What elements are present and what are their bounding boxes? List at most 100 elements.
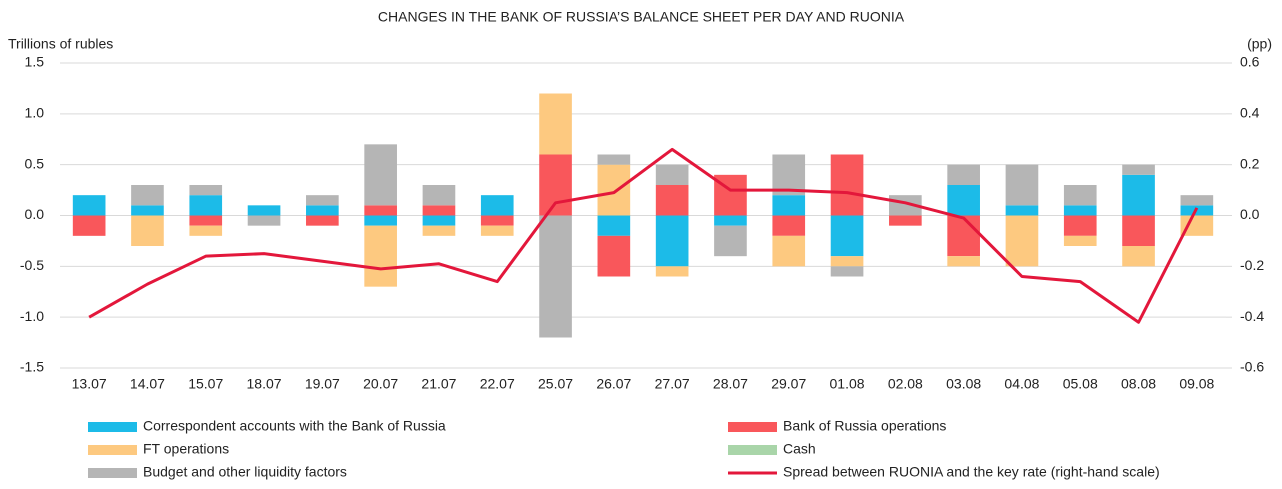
y-tick-label: 0.5 xyxy=(25,155,45,171)
legend-swatch xyxy=(88,422,137,432)
line-series xyxy=(88,147,1199,324)
bar-segment xyxy=(772,215,806,236)
legend-label: FT operations xyxy=(143,441,229,457)
bar-segment xyxy=(655,266,689,277)
legend-label: Bank of Russia operations xyxy=(783,418,946,434)
bar-segment xyxy=(772,154,806,196)
y2-axis-label: (pp) xyxy=(1247,36,1272,52)
bar-segment xyxy=(830,266,864,277)
x-tick-label: 26.07 xyxy=(596,376,631,392)
bar-segment xyxy=(480,195,514,216)
bar-segment xyxy=(364,205,397,216)
legend-swatch xyxy=(728,422,777,432)
bar-segment xyxy=(655,215,689,267)
bar-segment xyxy=(830,154,864,216)
bar-segment xyxy=(364,144,397,206)
bar-segment xyxy=(947,256,980,267)
y-tick-label: 1.5 xyxy=(25,54,45,70)
bar-segment xyxy=(1063,185,1097,206)
bar-segment xyxy=(889,215,922,226)
x-tick-label: 09.08 xyxy=(1179,376,1214,392)
bar-segment xyxy=(1063,215,1097,236)
x-tick-label: 14.07 xyxy=(130,376,165,392)
x-tick-label: 18.07 xyxy=(247,376,282,392)
bar-segment xyxy=(131,205,164,216)
x-tick-label: 02.08 xyxy=(888,376,923,392)
bar-segment xyxy=(306,215,339,226)
bar-segment xyxy=(247,215,281,226)
bar-segment xyxy=(422,225,456,236)
bar-segment xyxy=(422,205,456,216)
y2-tick-label: -0.2 xyxy=(1240,257,1264,273)
y2-tick-label: 0.4 xyxy=(1240,105,1260,121)
x-tick-label: 21.07 xyxy=(421,376,456,392)
bar-segment xyxy=(597,154,631,165)
x-tick-label: 27.07 xyxy=(655,376,690,392)
bar-segment xyxy=(947,215,980,257)
bar-segment xyxy=(131,215,164,246)
bar-segment xyxy=(1122,215,1155,246)
x-tick-label: 03.08 xyxy=(946,376,981,392)
bar-segment xyxy=(539,215,572,338)
bar-segment xyxy=(1122,164,1155,175)
x-tick-label: 20.07 xyxy=(363,376,398,392)
x-tick-label: 15.07 xyxy=(188,376,223,392)
bar-segment xyxy=(539,93,572,155)
y2-tick-label: -0.6 xyxy=(1240,359,1264,375)
legend-swatch xyxy=(88,445,137,455)
bar-segment xyxy=(306,195,339,206)
x-tick-label: 01.08 xyxy=(830,376,865,392)
bar-segment xyxy=(597,235,631,277)
bar-segment xyxy=(480,215,514,226)
bar-segment xyxy=(189,185,223,196)
legend-label: Budget and other liquidity factors xyxy=(143,464,347,480)
bar-segment xyxy=(1180,195,1214,206)
bar-segment xyxy=(422,215,456,226)
y-tick-label: -1.0 xyxy=(20,308,44,324)
legend-swatch xyxy=(728,445,777,455)
x-tick-label: 05.08 xyxy=(1063,376,1098,392)
bar-segment xyxy=(480,225,514,236)
y-tick-label: 0.0 xyxy=(25,206,45,222)
y-tick-label: 1.0 xyxy=(25,105,45,121)
bar-segment xyxy=(1180,215,1214,236)
bar-segment xyxy=(1005,164,1039,206)
x-tick-label: 04.08 xyxy=(1004,376,1039,392)
bar-segment xyxy=(131,185,164,206)
x-tick-label: 22.07 xyxy=(480,376,515,392)
bar-segment xyxy=(189,215,223,226)
x-tick-label: 08.08 xyxy=(1121,376,1156,392)
x-tick-label: 28.07 xyxy=(713,376,748,392)
bar-segment xyxy=(1122,174,1155,216)
bar-segment xyxy=(189,195,223,216)
bar-segment xyxy=(772,195,806,216)
bar-segment xyxy=(422,185,456,206)
bar-segment xyxy=(306,205,339,216)
y-tick-label: -0.5 xyxy=(20,257,44,273)
y-tick-label: -1.5 xyxy=(20,359,44,375)
y-axis-label: Trillions of rubles xyxy=(8,36,113,52)
bar-segment xyxy=(947,185,980,216)
y2-tick-label: 0.0 xyxy=(1240,206,1260,222)
bar-segment xyxy=(655,185,689,216)
bar-segment xyxy=(1122,246,1155,267)
bar-segment xyxy=(364,225,397,287)
bar-segment xyxy=(1063,205,1097,216)
x-tick-label: 19.07 xyxy=(305,376,340,392)
bar-segment xyxy=(247,205,281,216)
bar-segment xyxy=(714,215,747,226)
x-tick-label: 25.07 xyxy=(538,376,573,392)
bar-segment xyxy=(655,164,689,185)
bar-segment xyxy=(1005,215,1039,267)
bar-segment xyxy=(364,215,397,226)
bar-segment xyxy=(714,225,747,257)
y2-tick-label: 0.2 xyxy=(1240,155,1260,171)
bar-segment xyxy=(597,164,631,216)
bar-segment xyxy=(539,154,572,216)
bar-segment xyxy=(597,215,631,236)
chart-title: CHANGES IN THE BANK OF RUSSIA’S BALANCE … xyxy=(378,9,905,25)
bar-segment xyxy=(947,164,980,185)
bar-segment xyxy=(72,215,106,236)
bar-segment xyxy=(772,235,806,267)
